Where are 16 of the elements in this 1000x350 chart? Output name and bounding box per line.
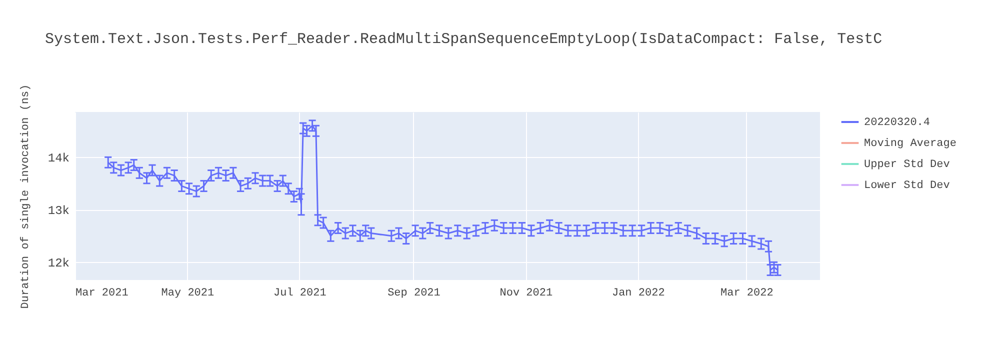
y-axis-title: Duration of single invocation (ns) — [20, 84, 32, 309]
y-tick-label: 12k — [48, 256, 70, 271]
y-tick-label: 14k — [48, 152, 70, 166]
x-tick-label: Mar 2021 — [76, 288, 129, 300]
chart-title: System.Text.Json.Tests.Perf_Reader.ReadMultiSpanSequenceEmptyLoop(IsDataCompact: False, TestC — [45, 30, 882, 48]
x-tick-label: May 2021 — [161, 288, 215, 300]
legend-label: 20220320.4 — [864, 117, 930, 129]
legend-label: Moving Average — [864, 138, 956, 150]
x-tick-label: Jan 2022 — [612, 288, 665, 300]
legend-label: Upper Std Dev — [864, 159, 950, 171]
legend-label: Lower Std Dev — [864, 180, 950, 192]
x-tick-label: Sep 2021 — [388, 288, 441, 300]
y-tick-label: 13k — [48, 204, 70, 218]
x-tick-label: Mar 2022 — [720, 288, 774, 300]
x-tick-label: Nov 2021 — [500, 288, 553, 300]
x-tick-label: Jul 2021 — [274, 288, 327, 300]
